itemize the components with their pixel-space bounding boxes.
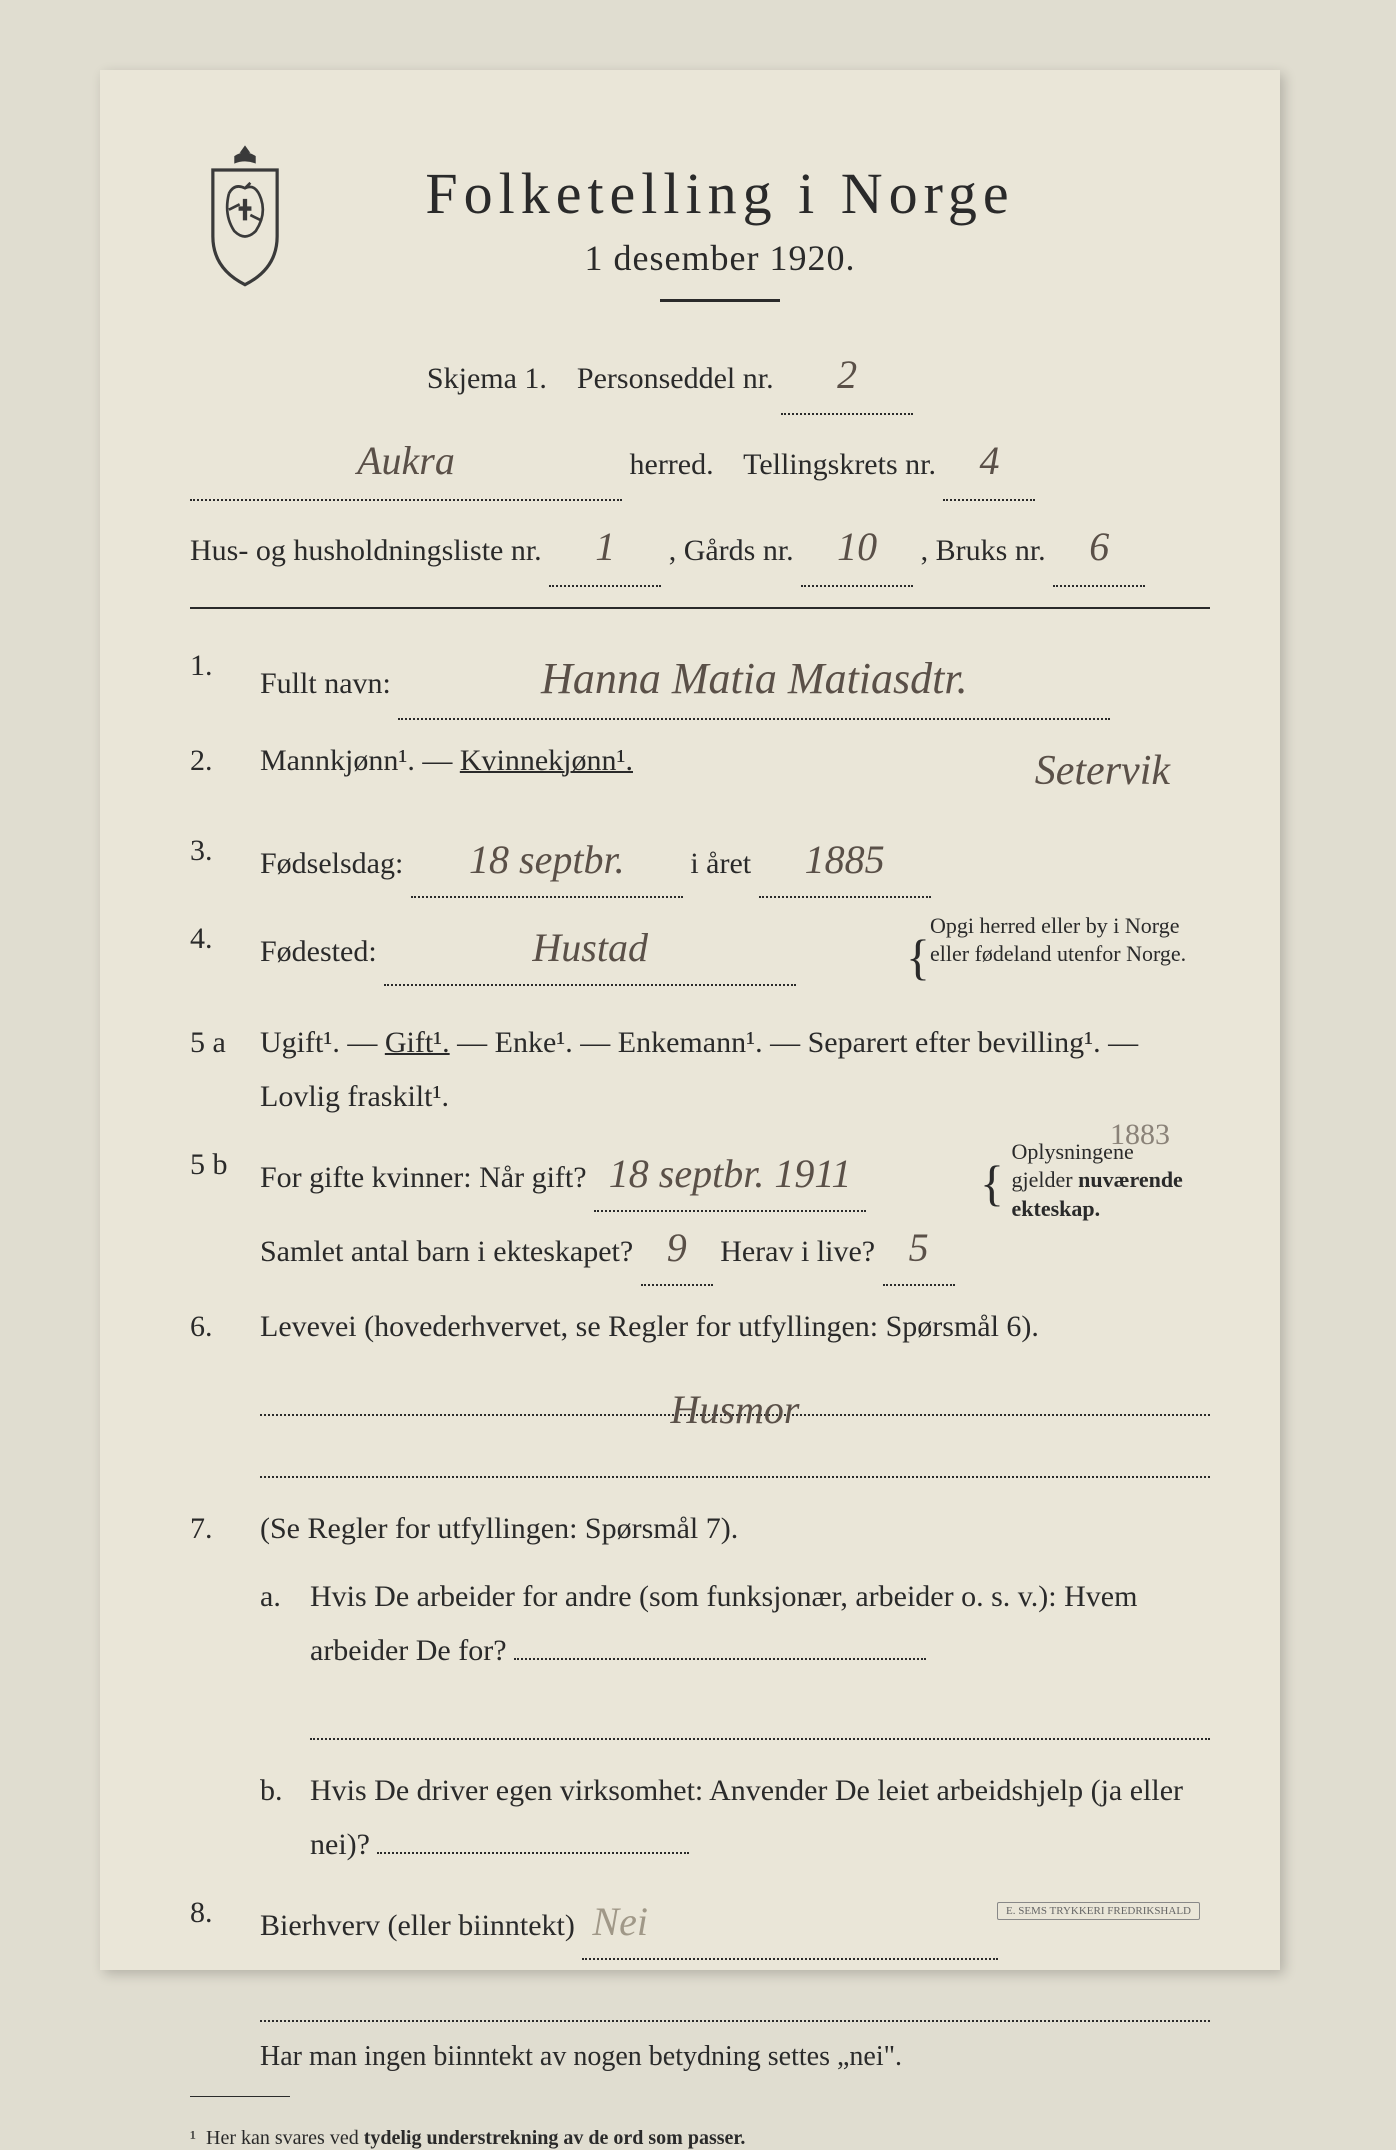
title-block: Folketelling i Norge 1 desember 1920.: [330, 130, 1210, 327]
q7a-letter: a.: [260, 1570, 310, 1750]
q6-num: 6.: [190, 1300, 260, 1488]
bruks-label: , Bruks nr.: [921, 534, 1046, 567]
q5b-ilive: 5: [883, 1212, 955, 1286]
q3-label: Fødselsdag:: [260, 847, 403, 880]
q8-note: Har man ingen biinntekt av nogen betydni…: [260, 2032, 1210, 2082]
skjema-label: Skjema 1.: [427, 362, 547, 395]
herred-value: Aukra: [190, 423, 622, 501]
brace-icon-2: {: [980, 1155, 1004, 1211]
bruks-nr: 6: [1053, 509, 1145, 587]
main-title: Folketelling i Norge: [330, 160, 1110, 227]
title-rule: [660, 299, 780, 302]
blank-line-1: [260, 1436, 1210, 1478]
printer-stamp: E. SEMS TRYKKERI FREDRIKSHALD: [997, 1902, 1200, 1920]
q2-mannkjonn: Mannkjønn¹. —: [260, 744, 452, 777]
q2-num: 2.: [190, 734, 260, 810]
q3-num: 3.: [190, 824, 260, 898]
q5b: 5 b For gifte kvinner: Når gift? 18 sept…: [190, 1138, 1210, 1286]
q5b-label2: Samlet antal barn i ekteskapet?: [260, 1235, 633, 1268]
q5a-num: 5 a: [190, 1016, 260, 1124]
footnote-marker: ¹: [190, 2127, 196, 2149]
skjema-row: Skjema 1. Personseddel nr. 2: [190, 337, 1210, 415]
q5b-pencil-year: 1883: [1110, 1108, 1170, 1162]
q3: 3. Fødselsdag: 18 septbr. i året 1885: [190, 824, 1210, 898]
husliste-label: Hus- og husholdningsliste nr.: [190, 534, 542, 567]
q7a-text: Hvis De arbeider for andre (som funksjon…: [310, 1580, 1137, 1667]
gards-nr: 10: [801, 509, 913, 587]
footnote-text: Her kan svares ved tydelig understreknin…: [206, 2127, 745, 2149]
q5a-gift: Gift¹.: [385, 1026, 450, 1059]
q4: 4. Fødested: Hustad { Opgi herred eller …: [190, 912, 1210, 1002]
census-form-page: Folketelling i Norge 1 desember 1920. Sk…: [100, 70, 1280, 1970]
q8-value: Nei: [582, 1886, 998, 1960]
q7: 7. (Se Regler for utfyllingen: Spørsmål …: [190, 1502, 1210, 1556]
q4-label: Fødested:: [260, 935, 377, 968]
q2-surname: Setervik: [1035, 734, 1170, 810]
q7a-blank: [514, 1658, 926, 1660]
q2-kvinnekjonn: Kvinnekjønn¹.: [460, 744, 633, 777]
q5a-ugift: Ugift¹. —: [260, 1026, 385, 1059]
personseddel-nr: 2: [781, 337, 913, 415]
q7b-letter: b.: [260, 1764, 310, 1872]
footnote: ¹ Her kan svares ved tydelig understrekn…: [190, 2127, 1210, 2150]
q5b-gift-value: 18 septbr. 1911: [594, 1138, 866, 1212]
q5b-label3: Herav i live?: [720, 1235, 875, 1268]
q4-num: 4.: [190, 912, 260, 1002]
herred-row: Aukra herred. Tellingskrets nr. 4: [190, 423, 1210, 501]
q6-label: Levevei (hovederhvervet, se Regler for u…: [260, 1310, 1039, 1343]
personseddel-label: Personseddel nr.: [577, 362, 774, 395]
gards-label: , Gårds nr.: [669, 534, 794, 567]
husliste-nr: 1: [549, 509, 661, 587]
q7a: a. Hvis De arbeider for andre (som funks…: [260, 1570, 1210, 1750]
q7-num: 7.: [190, 1502, 260, 1556]
header: Folketelling i Norge 1 desember 1920.: [190, 130, 1210, 327]
q4-value: Hustad: [384, 912, 796, 986]
q1-num: 1.: [190, 639, 260, 720]
q1: 1. Fullt navn: Hanna Matia Matiasdtr.: [190, 639, 1210, 720]
q5b-barn: 9: [641, 1212, 713, 1286]
q7b-blank: [377, 1852, 689, 1854]
separator-rule: [190, 607, 1210, 609]
q6-value: Husmor: [671, 1387, 800, 1432]
herred-label: herred.: [630, 448, 714, 481]
q3-day: 18 septbr.: [411, 824, 683, 898]
q4-note: Opgi herred eller by i Norge eller fødel…: [930, 912, 1210, 969]
q5a: 5 a Ugift¹. — Gift¹. — Enke¹. — Enkemann…: [190, 1016, 1210, 1124]
q5b-num: 5 b: [190, 1138, 260, 1286]
q5b-label1: For gifte kvinner: Når gift?: [260, 1161, 587, 1194]
footnote-rule: [190, 2096, 290, 2097]
q1-value: Hanna Matia Matiasdtr.: [398, 639, 1110, 720]
tellingskrets-label: Tellingskrets nr.: [743, 448, 936, 481]
q7-label: (Se Regler for utfyllingen: Spørsmål 7).: [260, 1502, 1210, 1556]
husliste-row: Hus- og husholdningsliste nr. 1 , Gårds …: [190, 509, 1210, 587]
subtitle: 1 desember 1920.: [330, 237, 1110, 279]
q7b-text: Hvis De driver egen virksomhet: Anvender…: [310, 1774, 1183, 1861]
coat-of-arms-icon: [190, 140, 300, 290]
q1-label: Fullt navn:: [260, 667, 391, 700]
brace-icon: {: [906, 912, 930, 1002]
q6: 6. Levevei (hovederhvervet, se Regler fo…: [190, 1300, 1210, 1488]
blank-line-2: [310, 1698, 1210, 1740]
q8-num: 8.: [190, 1886, 260, 2082]
q8-label: Bierhverv (eller biinntekt): [260, 1909, 575, 1942]
q7b: b. Hvis De driver egen virksomhet: Anven…: [260, 1764, 1210, 1872]
tellingskrets-nr: 4: [943, 423, 1035, 501]
q3-year-label: i året: [690, 847, 751, 880]
q3-year: 1885: [759, 824, 931, 898]
blank-line-3: [260, 1980, 1210, 2022]
q2: 2. Mannkjønn¹. — Kvinnekjønn¹. Setervik: [190, 734, 1210, 810]
